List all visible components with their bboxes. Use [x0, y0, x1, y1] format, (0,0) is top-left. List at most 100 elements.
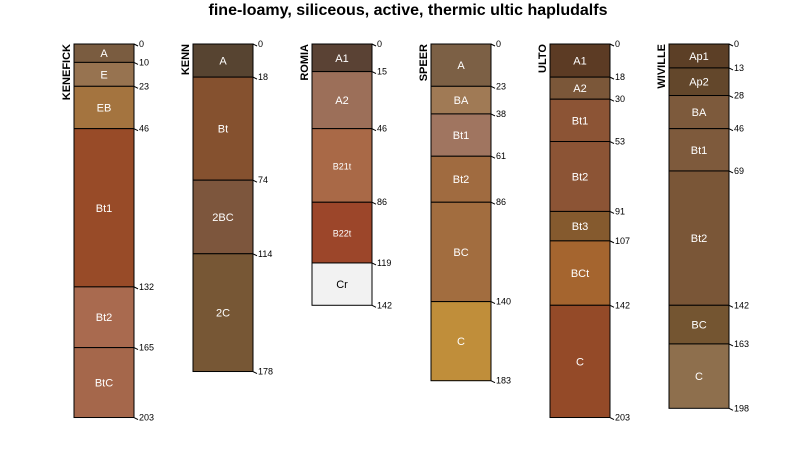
depth-tick — [729, 44, 733, 46]
horizon-label: A1 — [573, 56, 586, 68]
depth-tick — [372, 263, 376, 265]
depth-tick — [610, 418, 614, 420]
depth-tick — [491, 44, 495, 46]
depth-label: 0 — [258, 39, 263, 49]
depth-label: 142 — [377, 300, 392, 310]
horizon-label: A2 — [573, 83, 586, 95]
depth-tick — [372, 72, 376, 74]
depth-label: 15 — [377, 67, 387, 77]
depth-tick — [372, 305, 376, 307]
horizon-label: BA — [692, 107, 707, 119]
depth-label: 46 — [139, 124, 149, 134]
horizon-label: BC — [453, 247, 468, 259]
depth-label: 119 — [377, 258, 391, 268]
profile-name: ULTO — [537, 44, 549, 73]
depth-label: 0 — [139, 39, 144, 49]
depth-tick — [491, 114, 495, 116]
horizon-label: Bt3 — [572, 221, 589, 233]
horizon-label: Bt1 — [572, 115, 589, 127]
depth-tick — [610, 241, 614, 243]
horizon-label: 2C — [216, 308, 230, 320]
depth-tick — [610, 99, 614, 101]
profile-name: KENEFICK — [61, 44, 73, 100]
horizon-label: Bt1 — [96, 203, 113, 215]
depth-label: 0 — [734, 39, 739, 49]
depth-label: 18 — [615, 72, 625, 82]
depth-label: 46 — [734, 124, 744, 134]
depth-tick — [491, 202, 495, 204]
depth-label: 165 — [139, 343, 154, 353]
depth-tick — [491, 381, 495, 383]
depth-tick — [729, 171, 733, 173]
depth-tick — [729, 96, 733, 98]
horizon-label: C — [457, 336, 465, 348]
horizon-label: C — [576, 356, 584, 368]
depth-tick — [134, 348, 138, 350]
depth-label: 53 — [615, 137, 625, 147]
horizon-label: BCt — [571, 268, 589, 280]
horizon-label: BtC — [95, 378, 113, 390]
soil-profile-ulto: ULTO A1 A2 Bt1 Bt2 Bt3 BCt C 0 18 30 53 91 107 142 203 — [537, 39, 630, 423]
depth-tick — [491, 86, 495, 88]
depth-label: 28 — [734, 91, 744, 101]
depth-label: 46 — [377, 124, 387, 134]
depth-tick — [729, 129, 733, 131]
depth-tick — [134, 287, 138, 289]
depth-label: 61 — [496, 151, 506, 161]
horizon-label: BA — [454, 95, 469, 107]
depth-label: 0 — [496, 39, 501, 49]
depth-label: 91 — [615, 206, 625, 216]
depth-tick — [253, 180, 257, 182]
depth-label: 142 — [734, 300, 749, 310]
depth-label: 114 — [258, 249, 272, 259]
depth-tick — [134, 418, 138, 420]
soil-profile-wiville: WIVILLE Ap1 Ap2 BA Bt1 Bt2 BC C 0 13 28 46 69 142 163 1… — [656, 39, 749, 413]
horizon-label: E — [100, 69, 107, 81]
depth-tick — [372, 202, 376, 204]
horizon-label: Bt2 — [572, 171, 589, 183]
depth-label: 107 — [615, 236, 630, 246]
depth-label: 132 — [139, 282, 154, 292]
horizon-label: B22t — [333, 229, 352, 239]
depth-tick — [134, 86, 138, 88]
horizon-label: Ap2 — [689, 77, 709, 89]
depth-tick — [253, 44, 257, 46]
depth-label: 183 — [496, 376, 511, 386]
depth-tick — [372, 44, 376, 46]
depth-tick — [610, 142, 614, 144]
depth-tick — [729, 408, 733, 410]
profile-name: ROMIA — [299, 44, 311, 81]
depth-label: 38 — [496, 109, 506, 119]
depth-label: 23 — [496, 81, 506, 91]
profile-name: WIVILLE — [656, 44, 668, 89]
horizon-label: BC — [691, 320, 706, 332]
depth-label: 163 — [734, 339, 749, 349]
horizon-label: Bt1 — [453, 130, 470, 142]
depth-tick — [610, 305, 614, 307]
depth-tick — [491, 156, 495, 158]
depth-tick — [253, 77, 257, 79]
horizon-label: Bt2 — [691, 233, 708, 245]
horizon-label: A — [457, 60, 465, 72]
depth-tick — [729, 344, 733, 346]
horizon-label: C — [695, 371, 703, 383]
depth-label: 30 — [615, 94, 625, 104]
depth-label: 74 — [258, 175, 268, 185]
horizon-label: Ap1 — [689, 51, 709, 63]
soil-profile-speer: SPEER A BA Bt1 Bt2 BC C 0 23 38 61 86 140 183 — [418, 39, 511, 386]
depth-label: 13 — [734, 63, 744, 73]
horizon-label: 2BC — [212, 212, 233, 224]
profile-name: SPEER — [418, 44, 430, 81]
horizon-label: A1 — [335, 53, 348, 65]
depth-tick — [610, 44, 614, 46]
depth-label: 0 — [615, 39, 620, 49]
depth-label: 18 — [258, 72, 268, 82]
depth-label: 203 — [139, 413, 154, 423]
horizon-label: A — [219, 56, 227, 68]
depth-tick — [610, 77, 614, 79]
depth-tick — [253, 254, 257, 256]
depth-tick — [491, 302, 495, 304]
soil-profile-kenn: KENN A Bt 2BC 2C 0 18 74 114 178 — [180, 39, 273, 377]
horizon-label: B21t — [333, 161, 352, 171]
depth-label: 69 — [734, 166, 744, 176]
